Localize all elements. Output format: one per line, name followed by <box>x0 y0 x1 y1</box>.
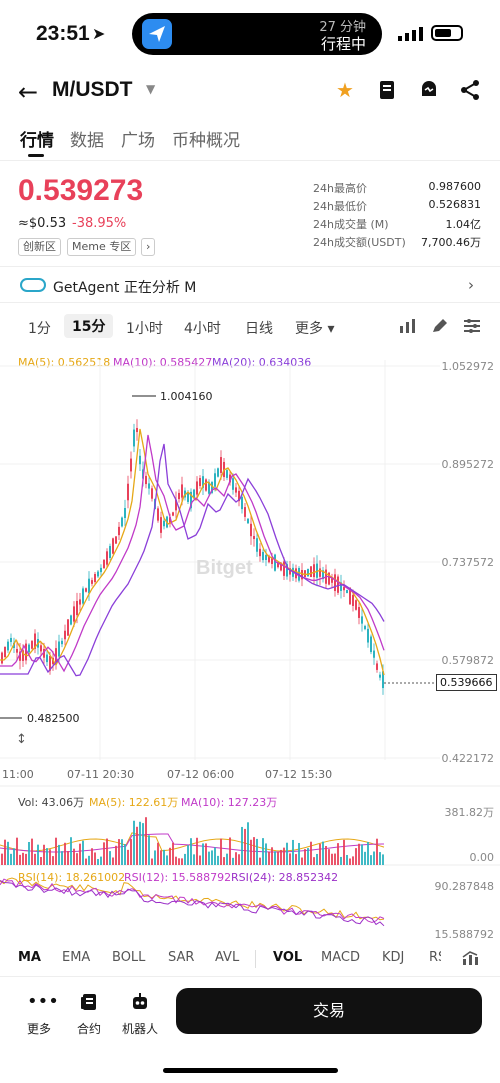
indicator-vol[interactable]: VOL <box>273 950 303 965</box>
divider <box>0 160 500 161</box>
rsi-axis-label: 90.287848 <box>434 880 495 893</box>
more-label[interactable]: 更多 <box>26 1022 51 1036</box>
tab-underline <box>28 154 44 157</box>
stat-volume-value: 1.04亿 <box>445 218 482 231</box>
tag-innovation[interactable]: 创新区 <box>18 238 61 256</box>
more-icon[interactable]: ••• <box>27 991 59 1012</box>
agent-icon <box>20 278 46 292</box>
tab-market[interactable]: 行情 <box>20 131 54 151</box>
stat-turnover-label: 24h成交额(USDT) <box>313 236 406 249</box>
axis-label: 0.579872 <box>441 654 495 667</box>
indicator-ema[interactable]: EMA <box>62 950 91 965</box>
share-icon[interactable] <box>458 78 482 102</box>
last-price: 0.539273 <box>18 174 144 207</box>
draw-tool-icon[interactable] <box>431 318 449 334</box>
high-marker: 1.004160 <box>160 390 213 403</box>
stat-turnover-value: 7,700.46万 <box>421 236 481 249</box>
tag-meme[interactable]: Meme 专区 <box>67 238 137 256</box>
divider <box>0 266 500 267</box>
rsi-axis-label: 15.588792 <box>434 928 495 941</box>
scale-toggle-icon[interactable]: ↕ <box>16 732 27 747</box>
indicator-settings-icon[interactable] <box>462 950 480 966</box>
status-time: 23:51 <box>36 22 90 45</box>
stat-high-label: 24h最高价 <box>313 182 367 195</box>
pair-title[interactable]: M/USDT <box>52 78 133 101</box>
axis-label: 0.895272 <box>441 458 495 471</box>
vol-axis-label: 381.82万 <box>444 806 495 819</box>
timeframe-1m[interactable]: 1分 <box>28 321 51 337</box>
contract-icon[interactable] <box>79 992 99 1012</box>
tag-more[interactable]: › <box>141 238 156 256</box>
indicator-divider <box>255 950 256 968</box>
axis-label: 0.737572 <box>441 556 495 569</box>
tab-data[interactable]: 数据 <box>70 131 104 151</box>
alert-bell-icon[interactable] <box>417 78 441 102</box>
contract-label[interactable]: 合约 <box>76 1022 101 1036</box>
indicator-avl[interactable]: AVL <box>215 950 240 965</box>
timeframe-1d[interactable]: 日线 <box>245 321 273 337</box>
favorite-star-icon[interactable]: ★ <box>336 78 354 102</box>
indicator-macd[interactable]: MACD <box>321 950 360 965</box>
kline-chart[interactable]: Bitget 1.004160 0.482500 <box>0 340 500 940</box>
chevron-right-icon[interactable]: › <box>468 276 474 294</box>
pair-dropdown-icon[interactable]: ▼ <box>146 82 156 96</box>
timeframe-1h[interactable]: 1小时 <box>126 321 163 337</box>
book-icon[interactable] <box>375 78 399 102</box>
tab-overview[interactable]: 币种概况 <box>172 131 240 151</box>
rsi24-legend: RSI(24): 28.852342 <box>231 871 339 884</box>
timeframe-4h[interactable]: 4小时 <box>184 321 221 337</box>
rsi12-legend: RSI(12): 15.588792 <box>124 871 232 884</box>
axis-label: 0.422172 <box>441 752 495 765</box>
signal-icon <box>398 27 423 41</box>
price-change: -38.95% <box>72 216 127 231</box>
indicator-rsi[interactable]: RS <box>429 950 441 965</box>
back-arrow-icon[interactable]: ← <box>18 78 39 106</box>
x-label: 07-12 06:00 <box>167 768 235 781</box>
current-price-label: 0.539666 <box>436 674 497 691</box>
stat-volume-label: 24h成交量 (M) <box>313 218 389 231</box>
robot-label[interactable]: 机器人 <box>121 1022 158 1036</box>
trade-button[interactable]: 交易 <box>176 988 482 1034</box>
usd-price: ≈$0.53 <box>18 216 67 231</box>
x-label: 07-12 15:30 <box>265 768 333 781</box>
stat-high-value: 0.987600 <box>428 180 482 193</box>
timeframe-more[interactable]: 更多 ▾ <box>295 321 335 337</box>
location-arrow-icon: ➤ <box>92 24 106 43</box>
x-label: 07-11 20:30 <box>67 768 135 781</box>
watermark: Bitget <box>196 557 253 579</box>
vol-ma5-legend: MA(5): 122.61万 <box>89 796 179 809</box>
vol-axis-label: 0.00 <box>469 851 495 864</box>
tab-square[interactable]: 广场 <box>121 131 155 151</box>
battery-icon <box>431 25 463 41</box>
indicator-kdj[interactable]: KDJ <box>382 950 405 965</box>
settings-icon[interactable] <box>463 318 481 334</box>
chart-type-icon[interactable] <box>399 318 417 334</box>
divider <box>0 976 500 977</box>
home-indicator <box>163 1068 338 1073</box>
agent-banner-text[interactable]: GetAgent 正在分析 M <box>53 280 197 296</box>
indicator-ma[interactable]: MA <box>18 950 41 965</box>
robot-icon[interactable] <box>130 992 150 1012</box>
timeframe-15m[interactable]: 15分 <box>64 314 114 338</box>
island-duration: 27 分钟 <box>319 20 366 35</box>
divider <box>0 302 500 303</box>
low-marker: 0.482500 <box>27 712 80 725</box>
stat-low-value: 0.526831 <box>428 198 482 211</box>
island-status: 行程中 <box>320 35 366 53</box>
indicator-boll[interactable]: BOLL <box>112 950 146 965</box>
vol-ma10-legend: MA(10): 127.23万 <box>181 796 278 809</box>
stat-low-label: 24h最低价 <box>313 200 367 213</box>
vol-legend: Vol: 43.06万 <box>18 796 85 809</box>
axis-label: 1.052972 <box>441 360 495 373</box>
rsi14-legend: RSI(14): 18.261002 <box>18 871 126 884</box>
dynamic-island[interactable]: 27 分钟 行程中 <box>132 13 382 55</box>
navigation-app-icon <box>142 19 172 49</box>
x-label: 11:00 <box>2 768 34 781</box>
indicator-sar[interactable]: SAR <box>168 950 195 965</box>
